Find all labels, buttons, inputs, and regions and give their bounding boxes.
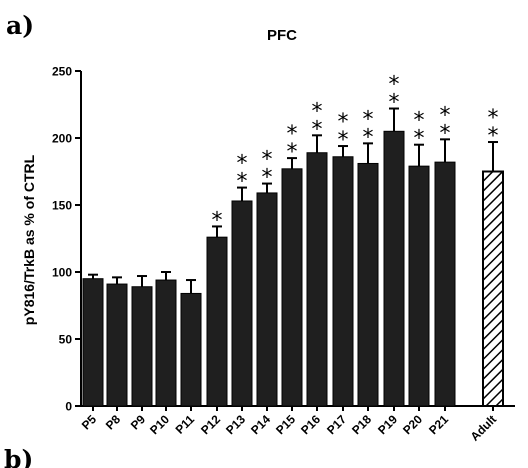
x-tick-label: P16 (298, 412, 323, 437)
significance-star: * (363, 107, 374, 132)
significance-star: * (440, 103, 451, 128)
bar-p9 (131, 286, 153, 407)
bar-p18 (357, 162, 379, 407)
significance-star: * (389, 91, 400, 116)
significance-star: * (312, 117, 323, 142)
bar-p10 (155, 279, 177, 407)
bar-p14 (256, 192, 278, 407)
x-tick-label: Adult (468, 412, 500, 444)
significance-star: * (488, 106, 499, 131)
chart-title: PFC (267, 27, 297, 44)
bar-p12 (206, 236, 228, 407)
bars (82, 107, 504, 407)
x-tick-label: P18 (349, 412, 374, 437)
significance-star: * (440, 121, 451, 146)
x-tick-label: P12 (198, 412, 223, 437)
bar-adult (482, 170, 504, 407)
significance-star: * (237, 170, 248, 195)
x-tick-label: P13 (223, 412, 248, 437)
bar-p19 (383, 130, 405, 407)
significance-star: * (414, 127, 425, 152)
x-tick-label: P5 (79, 412, 100, 433)
x-tick-label: P20 (400, 412, 425, 437)
significance-markers: ********* ************ (212, 73, 499, 234)
y-tick-label: 50 (59, 333, 73, 347)
x-tick-label: P10 (147, 412, 172, 437)
significance-star: * (363, 125, 374, 150)
bar-p21 (434, 161, 456, 407)
x-tick-label: P14 (248, 412, 273, 437)
significance-star: * (389, 73, 400, 98)
significance-star: * (237, 152, 248, 177)
bar-p8 (106, 283, 128, 407)
significance-star: * (312, 99, 323, 124)
x-tick-label: P19 (375, 412, 400, 437)
x-tick-label: P21 (426, 412, 451, 437)
bar-p20 (408, 165, 430, 407)
significance-star: * (212, 208, 223, 233)
bar-p17 (332, 156, 354, 407)
panel-label-a: a) (6, 11, 34, 40)
y-axis-label: pY816/TrkB as % of CTRL (21, 154, 37, 325)
x-tick-label: P8 (103, 412, 124, 433)
x-tick-label: P11 (173, 412, 198, 437)
significance-star: * (262, 166, 273, 191)
axes: 0 50 100 150 200 250 (52, 65, 515, 414)
significance-star: * (287, 140, 298, 165)
y-tick-label: 150 (52, 199, 72, 213)
panel-label-b: b) (4, 445, 33, 468)
y-tick-label: 200 (52, 132, 72, 146)
x-tick-label: P9 (128, 412, 149, 433)
significance-star: * (338, 110, 349, 135)
significance-star: * (287, 122, 298, 147)
x-tick-label: P17 (324, 412, 349, 437)
bar-p15 (281, 168, 303, 407)
bar-p11 (180, 292, 202, 407)
significance-star: * (338, 128, 349, 153)
significance-star: * (488, 124, 499, 149)
y-tick-label: 0 (65, 400, 72, 414)
y-tick-label: 100 (52, 266, 72, 280)
significance-star: * (414, 109, 425, 134)
x-tick-label: P15 (273, 412, 298, 437)
bar-p16 (306, 152, 328, 407)
bar-p13 (231, 200, 253, 407)
significance-star: * (262, 148, 273, 173)
y-tick-label: 250 (52, 65, 72, 79)
bar-p5 (82, 278, 104, 407)
